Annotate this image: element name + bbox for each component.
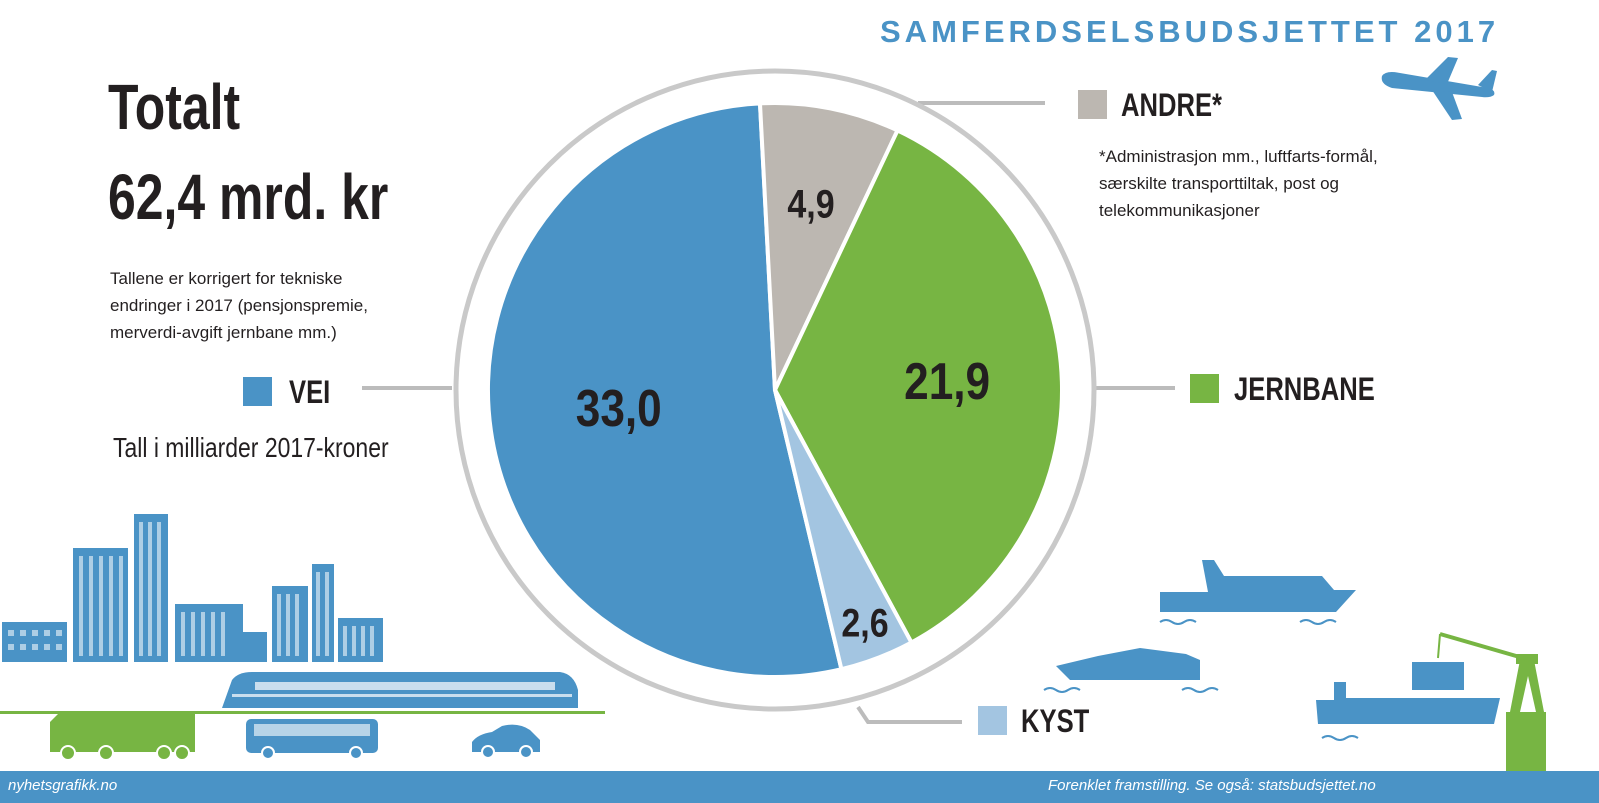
- legend-label-andre: ANDRE*: [1121, 87, 1222, 123]
- unit-label: Tall i milliarder 2017-kroner: [113, 432, 389, 463]
- footer-note: Forenklet framstilling. Se også: statsbu…: [1048, 777, 1376, 794]
- data-label-andre: 4,9: [787, 181, 834, 226]
- pie-outer-ring: [453, 68, 1097, 712]
- legend-label-vei: VEI: [289, 374, 331, 410]
- header-title: SAMFERDSELSBUDSJETTET 2017: [880, 14, 1500, 49]
- footer-source: nyhetsgrafikk.no: [8, 777, 118, 794]
- legend-label-kyst: KYST: [1021, 703, 1090, 739]
- footer-bar: [0, 771, 1599, 803]
- data-label-vei: 33,0: [576, 380, 662, 438]
- total-label: Totalt: [108, 71, 241, 143]
- legend-swatch-jernbane: [1190, 374, 1219, 403]
- pie-slice-jernbane: [772, 127, 1064, 646]
- data-label-jernbane: 21,9: [904, 353, 990, 411]
- correction-note: Tallene er korrigert for tekniske endrin…: [110, 269, 368, 342]
- legend-swatch-kyst: [978, 706, 1007, 735]
- pie-slice-vei: [486, 101, 844, 679]
- legend-label-jernbane: JERNBANE: [1234, 371, 1375, 407]
- andre-footnote: *Administrasjon mm., luftfarts-formål, s…: [1099, 147, 1378, 220]
- total-value: 62,4 mrd. kr: [108, 161, 389, 233]
- legend-swatch-vei: [243, 377, 272, 406]
- pie-slice-kyst: [773, 389, 915, 672]
- pie-slice-andre: [757, 101, 901, 391]
- legend-swatch-andre: [1078, 90, 1107, 119]
- data-label-kyst: 2,6: [841, 600, 888, 645]
